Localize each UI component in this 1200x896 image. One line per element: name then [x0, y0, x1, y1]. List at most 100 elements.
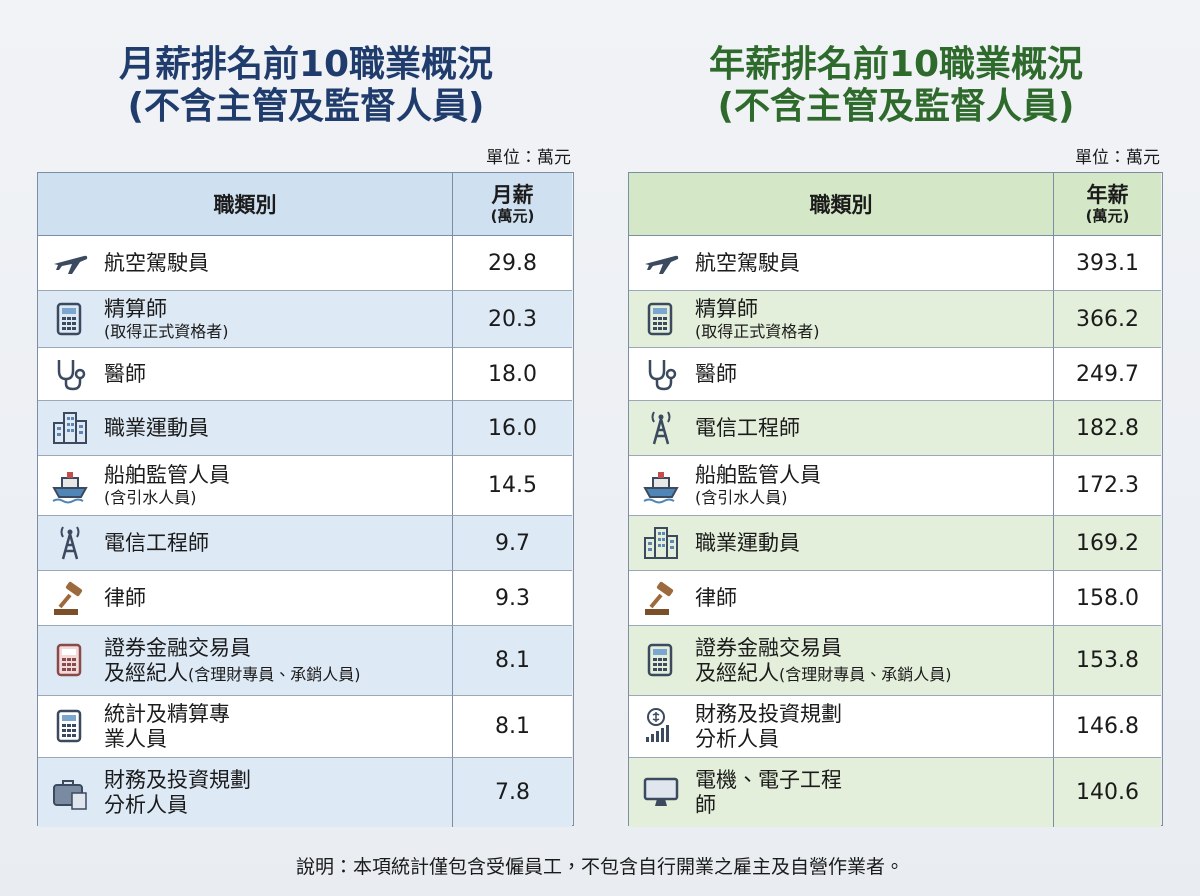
job-note: (取得正式資格者): [695, 321, 820, 341]
job-icon: [60, 525, 80, 559]
name-cell: 證券金融交易員 及經紀人(含理財專員、承銷人員): [38, 626, 453, 696]
job-name: 電機、電子工程: [695, 767, 842, 792]
value-cell: 169.2: [1054, 516, 1161, 571]
job-name: 職業運動員: [695, 530, 800, 555]
header-value: 月薪: [491, 183, 534, 207]
name-cell: 航空駕駛員: [629, 236, 1054, 291]
name-cell: 船舶監管人員 (含引水人員): [629, 456, 1054, 516]
value-cell: 158.0: [1054, 571, 1161, 626]
job-name: 證券金融交易員: [695, 635, 842, 660]
panel-title: 年薪排名前10職業概況: [708, 44, 1084, 85]
name-cell: 財務及投資規劃 分析人員: [38, 758, 453, 827]
value-cell: 393.1: [1054, 236, 1161, 291]
name-cell: 財務及投資規劃 分析人員: [629, 696, 1054, 758]
job-icon: [646, 708, 669, 742]
job-name: 航空駕駛員: [104, 250, 209, 275]
name-cell: 統計及精算專 業人員: [38, 696, 453, 758]
job-name: 電信工程師: [695, 415, 800, 440]
name-cell: 精算師 (取得正式資格者): [38, 291, 453, 348]
value-cell: 7.8: [453, 758, 572, 827]
job-icon: [53, 779, 87, 810]
job-icon: [56, 709, 82, 743]
job-name: 財務及投資規劃: [104, 767, 251, 792]
footer-note: 說明：本項統計僅包含受僱員工，不包含自行開業之雇主及自營作業者。: [295, 856, 904, 878]
value-cell: 146.8: [1054, 696, 1161, 758]
job-name: 精算師: [104, 296, 167, 321]
data-table: 職類別 年薪 (萬元) 航空駕駛員 393.1 精算師 (取得正式資格者) 366.2 醫師 24…: [628, 172, 1163, 827]
unit-label: 單位：萬元: [1075, 148, 1160, 168]
value-cell: 20.3: [453, 291, 572, 348]
header-cell: 年薪 (萬元): [1054, 173, 1161, 236]
job-note: (含引水人員): [695, 488, 788, 507]
job-icon: [53, 411, 87, 444]
header-cell: 月薪 (萬元): [453, 173, 572, 236]
value-cell: 140.6: [1054, 758, 1161, 827]
header-value: 年薪: [1086, 183, 1129, 207]
name-cell: 職業運動員: [38, 401, 453, 456]
name-cell: 航空駕駛員: [38, 236, 453, 291]
header-unit: (萬元): [1085, 207, 1130, 225]
job-icon: [56, 302, 82, 335]
job-icon: [52, 472, 88, 504]
value-cell: 9.7: [453, 516, 572, 571]
job-name: 分析人員: [695, 726, 779, 751]
job-icon: [643, 777, 679, 806]
job-icon: [651, 410, 671, 444]
name-cell: 證券金融交易員 及經紀人(含理財專員、承銷人員): [629, 626, 1054, 696]
job-name: 律師: [104, 585, 146, 610]
job-name: 師: [695, 792, 716, 817]
job-note: (含引水人員): [104, 488, 197, 507]
job-name: 船舶監管人員: [104, 463, 230, 487]
job-name: 及經紀人(含理財專員、承銷人員): [695, 660, 952, 685]
job-icon: [56, 643, 82, 677]
name-cell: 醫師: [38, 348, 453, 401]
name-cell: 律師: [629, 571, 1054, 626]
job-icon: [647, 643, 673, 677]
job-name: 電信工程師: [104, 530, 209, 555]
job-name: 精算師: [695, 296, 758, 321]
job-icon: [645, 581, 674, 615]
job-note: (含理財專員、承銷人員): [779, 664, 952, 684]
job-note: (含理財專員、承銷人員): [188, 664, 361, 684]
job-icon: [647, 302, 673, 335]
job-icon: [645, 255, 679, 274]
name-cell: 電信工程師: [38, 516, 453, 571]
job-name: 航空駕駛員: [695, 250, 800, 275]
value-cell: 153.8: [1054, 626, 1161, 696]
job-note: (取得正式資格者): [104, 321, 229, 341]
value-cell: 16.0: [453, 401, 572, 456]
job-icon: [644, 526, 678, 559]
value-cell: 366.2: [1054, 291, 1161, 348]
header-cell: 職類別: [629, 173, 1054, 236]
panel-title: (不含主管及監督人員): [717, 86, 1075, 127]
job-name: 統計及精算專: [104, 701, 230, 726]
value-cell: 8.1: [453, 626, 572, 696]
value-cell: 249.7: [1054, 348, 1161, 401]
job-name: 律師: [695, 585, 737, 610]
job-icon: [54, 255, 88, 274]
job-icon: [643, 472, 679, 504]
header-unit: (萬元): [490, 207, 535, 225]
name-cell: 醫師: [629, 348, 1054, 401]
unit-label: 單位：萬元: [486, 148, 571, 168]
name-cell: 精算師 (取得正式資格者): [629, 291, 1054, 348]
job-name: 船舶監管人員: [695, 463, 821, 487]
name-cell: 電信工程師: [629, 401, 1054, 456]
job-icon: [648, 359, 677, 390]
panel-title: (不含主管及監督人員): [127, 86, 485, 127]
job-name: 醫師: [104, 361, 146, 386]
header-cell: 職類別: [38, 173, 453, 236]
job-name: 職業運動員: [104, 415, 209, 440]
value-cell: 18.0: [453, 348, 572, 401]
job-name: 醫師: [695, 361, 737, 386]
value-cell: 172.3: [1054, 456, 1161, 516]
name-cell: 律師: [38, 571, 453, 626]
value-cell: 29.8: [453, 236, 572, 291]
job-name: 財務及投資規劃: [695, 701, 842, 726]
name-cell: 船舶監管人員 (含引水人員): [38, 456, 453, 516]
job-name: 分析人員: [104, 792, 188, 817]
job-icon: [54, 581, 83, 615]
value-cell: 14.5: [453, 456, 572, 516]
